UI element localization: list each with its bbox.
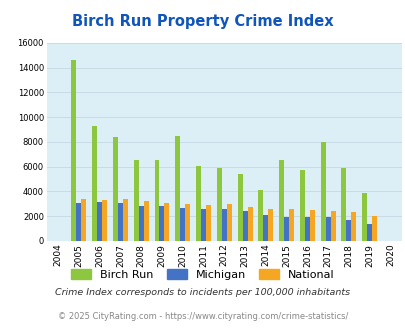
Bar bbox=[268, 209, 273, 241]
Text: © 2025 CityRating.com - https://www.cityrating.com/crime-statistics/: © 2025 CityRating.com - https://www.city… bbox=[58, 312, 347, 321]
Bar bbox=[139, 206, 143, 241]
Bar bbox=[175, 136, 180, 241]
Bar bbox=[113, 137, 118, 241]
Bar bbox=[284, 217, 288, 241]
Bar bbox=[361, 193, 367, 241]
Bar bbox=[237, 174, 242, 241]
Bar bbox=[123, 199, 128, 241]
Bar bbox=[263, 215, 268, 241]
Bar bbox=[367, 224, 371, 241]
Bar bbox=[71, 60, 76, 241]
Bar bbox=[288, 209, 293, 241]
Bar bbox=[345, 220, 351, 241]
Bar bbox=[154, 160, 159, 241]
Bar bbox=[97, 202, 102, 241]
Bar bbox=[330, 211, 335, 241]
Bar bbox=[309, 210, 314, 241]
Bar bbox=[304, 217, 309, 241]
Text: Crime Index corresponds to incidents per 100,000 inhabitants: Crime Index corresponds to incidents per… bbox=[55, 287, 350, 297]
Bar bbox=[320, 142, 325, 241]
Bar bbox=[258, 190, 263, 241]
Bar bbox=[371, 215, 376, 241]
Bar bbox=[102, 200, 107, 241]
Bar bbox=[200, 209, 205, 241]
Legend: Birch Run, Michigan, National: Birch Run, Michigan, National bbox=[66, 265, 339, 284]
Bar bbox=[196, 166, 200, 241]
Bar bbox=[279, 160, 284, 241]
Bar bbox=[299, 170, 304, 241]
Bar bbox=[185, 204, 190, 241]
Bar bbox=[164, 203, 169, 241]
Bar bbox=[76, 203, 81, 241]
Bar bbox=[159, 206, 164, 241]
Bar bbox=[341, 168, 345, 241]
Bar bbox=[325, 217, 330, 241]
Bar bbox=[92, 126, 97, 241]
Bar bbox=[118, 203, 123, 241]
Bar bbox=[247, 208, 252, 241]
Bar bbox=[351, 212, 356, 241]
Bar bbox=[242, 211, 247, 241]
Text: Birch Run Property Crime Index: Birch Run Property Crime Index bbox=[72, 14, 333, 29]
Bar bbox=[205, 205, 211, 241]
Bar bbox=[216, 168, 221, 241]
Bar bbox=[180, 208, 185, 241]
Bar bbox=[226, 204, 231, 241]
Bar bbox=[81, 199, 86, 241]
Bar bbox=[221, 209, 226, 241]
Bar bbox=[133, 160, 139, 241]
Bar bbox=[143, 201, 148, 241]
